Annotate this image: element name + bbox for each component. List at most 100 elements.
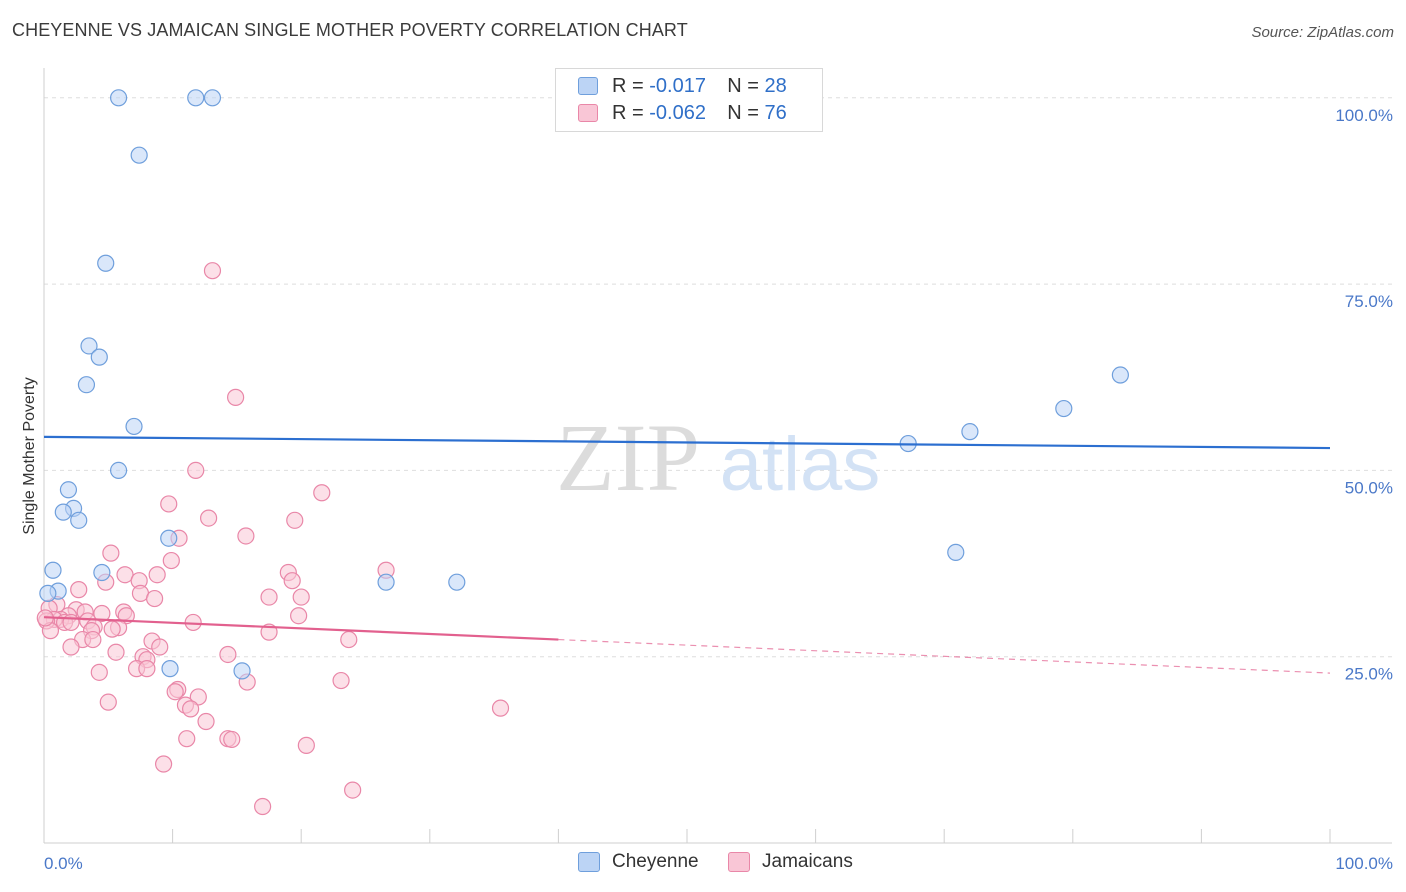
cheyenne-point bbox=[54, 503, 72, 521]
r-value: -0.017 bbox=[649, 74, 706, 97]
jamaicans-point bbox=[62, 638, 80, 656]
jamaicans-point bbox=[283, 572, 301, 590]
trend-lines bbox=[43, 435, 1331, 674]
jamaicans-point bbox=[90, 663, 108, 681]
jamaicans-point bbox=[102, 544, 120, 562]
x-tick-label: 100.0% bbox=[1335, 854, 1393, 873]
jamaicans-point bbox=[227, 388, 245, 406]
source-credit: Source: ZipAtlas.com bbox=[1251, 24, 1394, 41]
cheyenne-point bbox=[97, 254, 115, 272]
jamaicans-point bbox=[182, 700, 200, 718]
r-label: R = bbox=[612, 101, 644, 124]
chart-title: CHEYENNE VS JAMAICAN SINGLE MOTHER POVER… bbox=[12, 20, 688, 40]
jamaicans-point bbox=[70, 581, 88, 599]
cheyenne-point bbox=[80, 337, 98, 355]
jamaicans-point bbox=[151, 638, 169, 656]
legend: Cheyenne Jamaicans bbox=[0, 851, 1406, 877]
cheyenne-point bbox=[125, 417, 143, 436]
jamaicans-point bbox=[93, 604, 111, 623]
y-tick-label: 50.0% bbox=[1345, 478, 1393, 497]
legend-label-cheyenne: Cheyenne bbox=[612, 851, 699, 872]
jamaicans-point bbox=[340, 630, 358, 649]
cheyenne-point bbox=[377, 573, 395, 591]
y-tick-label: 25.0% bbox=[1345, 665, 1393, 684]
series-jamaicans-points bbox=[36, 262, 510, 816]
n-value: 28 bbox=[764, 74, 787, 97]
y-tick-label: 75.0% bbox=[1345, 292, 1393, 311]
jamaicans-point bbox=[313, 484, 331, 502]
n-label: N = bbox=[727, 101, 759, 124]
cheyenne-point bbox=[203, 89, 222, 107]
legend-label-jamaicans: Jamaicans bbox=[762, 851, 853, 872]
jamaicans-point bbox=[286, 511, 304, 529]
jamaicans-point bbox=[178, 730, 196, 748]
jamaicans-point bbox=[148, 566, 166, 584]
cheyenne-point bbox=[109, 461, 128, 480]
jamaicans-point bbox=[219, 645, 237, 664]
axes bbox=[43, 68, 1392, 844]
correlation-stats-box: R = -0.017 N = 28 R = -0.062 N = 76 bbox=[555, 68, 823, 132]
cheyenne-point bbox=[109, 89, 128, 107]
cheyenne-point bbox=[187, 89, 205, 107]
cheyenne-point bbox=[44, 561, 62, 579]
jamaicans-point bbox=[491, 699, 510, 717]
cheyenne-trend-line bbox=[43, 435, 1331, 450]
jamaicans-point bbox=[166, 683, 184, 701]
jamaicans-point bbox=[344, 781, 362, 799]
jamaicans-legend-swatch bbox=[728, 852, 750, 872]
jamaicans-point bbox=[145, 589, 164, 608]
cheyenne-legend-swatch bbox=[578, 852, 600, 872]
jamaicans-point bbox=[138, 660, 156, 678]
jamaicans-point bbox=[203, 262, 222, 280]
watermark-zip: ZIP bbox=[556, 404, 700, 511]
jamaicans-point bbox=[197, 712, 215, 731]
jamaicans-point bbox=[260, 588, 278, 606]
jamaicans-point bbox=[162, 551, 180, 570]
cheyenne-swatch bbox=[578, 77, 598, 95]
stats-row-jamaicans: R = -0.062 N = 76 bbox=[578, 100, 787, 126]
y-axis-label: Single Mother Poverty bbox=[21, 377, 38, 534]
jamaicans-swatch bbox=[578, 104, 598, 122]
y-tick-label: 100.0% bbox=[1335, 106, 1393, 125]
jamaicans-point bbox=[154, 755, 173, 773]
jamaicans-point bbox=[160, 495, 178, 513]
jamaicans-trend-line bbox=[43, 616, 559, 641]
legend-item-jamaicans[interactable]: Jamaicans bbox=[728, 851, 853, 873]
jamaicans-point bbox=[223, 730, 241, 749]
cheyenne-point bbox=[39, 584, 57, 602]
cheyenne-point bbox=[93, 563, 111, 582]
n-value: 76 bbox=[764, 101, 787, 124]
cheyenne-point bbox=[233, 662, 251, 680]
cheyenne-point bbox=[161, 660, 179, 678]
jamaicans-point bbox=[103, 620, 121, 638]
legend-item-cheyenne[interactable]: Cheyenne bbox=[578, 851, 699, 873]
jamaicans-trend-line-extension bbox=[558, 638, 1331, 674]
jamaicans-point bbox=[292, 588, 310, 606]
jamaicans-point bbox=[84, 630, 102, 649]
cheyenne-point bbox=[90, 348, 108, 366]
cheyenne-point bbox=[947, 543, 965, 561]
n-label: N = bbox=[727, 74, 759, 97]
watermark-atlas: atlas bbox=[720, 422, 881, 507]
jamaicans-point bbox=[99, 693, 117, 711]
jamaicans-point bbox=[107, 643, 125, 661]
jamaicans-point bbox=[200, 509, 218, 527]
cheyenne-point bbox=[1111, 366, 1129, 384]
stats-row-cheyenne: R = -0.017 N = 28 bbox=[578, 73, 787, 99]
cheyenne-point bbox=[961, 423, 979, 441]
tick-labels: 25.0% 50.0% 75.0% 100.0% 0.0% 100.0% bbox=[44, 106, 1393, 873]
cheyenne-point bbox=[160, 529, 178, 547]
jamaicans-point bbox=[290, 607, 308, 625]
cheyenne-point bbox=[77, 376, 96, 394]
jamaicans-point bbox=[189, 688, 207, 706]
jamaicans-point bbox=[62, 613, 80, 632]
r-label: R = bbox=[612, 74, 644, 97]
cheyenne-point bbox=[130, 146, 148, 164]
grid-lines bbox=[44, 97, 1392, 658]
jamaicans-point bbox=[187, 461, 205, 480]
jamaicans-point bbox=[237, 527, 255, 545]
jamaicans-point bbox=[297, 736, 315, 754]
jamaicans-point bbox=[254, 797, 272, 816]
cheyenne-point bbox=[59, 481, 78, 499]
